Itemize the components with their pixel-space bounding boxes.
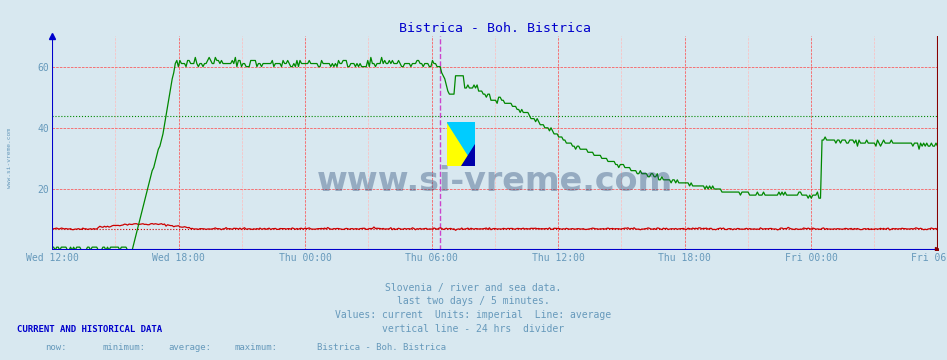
- Text: www.si-vreme.com: www.si-vreme.com: [316, 165, 673, 198]
- Text: average:: average:: [169, 343, 211, 352]
- Polygon shape: [461, 144, 475, 166]
- Text: Values: current  Units: imperial  Line: average: Values: current Units: imperial Line: av…: [335, 310, 612, 320]
- Text: CURRENT AND HISTORICAL DATA: CURRENT AND HISTORICAL DATA: [17, 325, 162, 334]
- Text: Bistrica - Boh. Bistrica: Bistrica - Boh. Bistrica: [317, 343, 446, 352]
- Text: www.si-vreme.com: www.si-vreme.com: [7, 129, 12, 188]
- Text: last two days / 5 minutes.: last two days / 5 minutes.: [397, 296, 550, 306]
- Title: Bistrica - Boh. Bistrica: Bistrica - Boh. Bistrica: [399, 22, 591, 35]
- Polygon shape: [447, 122, 475, 166]
- Text: vertical line - 24 hrs  divider: vertical line - 24 hrs divider: [383, 324, 564, 334]
- Text: Slovenia / river and sea data.: Slovenia / river and sea data.: [385, 283, 562, 293]
- Text: now:: now:: [45, 343, 67, 352]
- Text: minimum:: minimum:: [102, 343, 145, 352]
- Text: maximum:: maximum:: [235, 343, 277, 352]
- Polygon shape: [447, 122, 475, 166]
